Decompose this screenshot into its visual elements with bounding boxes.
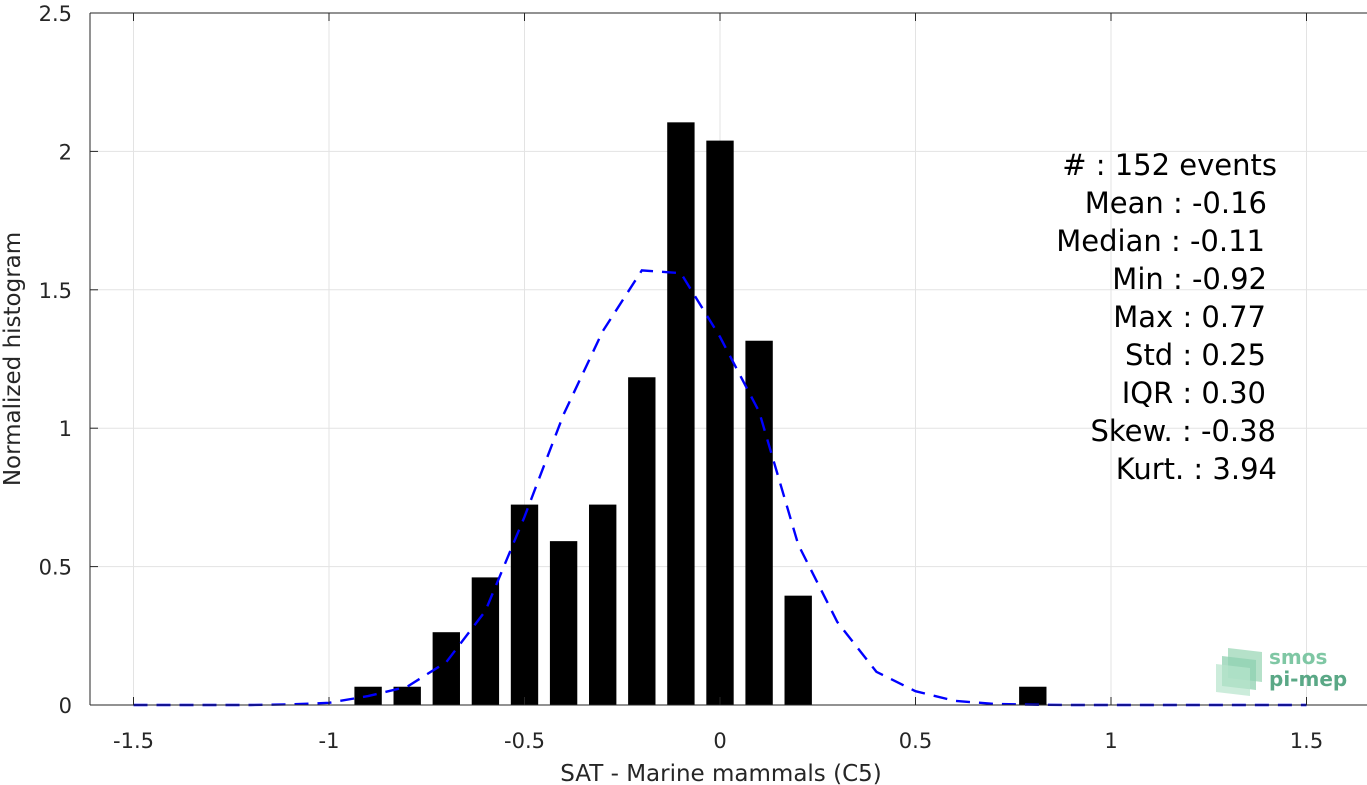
- histogram-bar: [628, 377, 656, 705]
- x-tick-label: 1: [1104, 729, 1117, 753]
- histogram-bar: [549, 541, 578, 705]
- stats-line: IQR : 0.30: [1122, 376, 1266, 410]
- logo-text-smos: smos: [1269, 645, 1327, 669]
- x-tick-label: 1.5: [1290, 729, 1323, 753]
- logo-text-pi-mep: pi-mep: [1269, 667, 1347, 691]
- y-axis-label: Normalized histogram: [0, 232, 26, 486]
- stats-line: Kurt. : 3.94: [1116, 452, 1277, 486]
- histogram-bar: [510, 504, 539, 705]
- histogram-bar: [589, 504, 617, 705]
- y-tick-label: 0.5: [39, 556, 72, 580]
- logo-layers-icon: [1216, 648, 1262, 696]
- histogram-bar: [393, 686, 421, 705]
- y-tick-label: 0: [59, 694, 72, 718]
- smos-pi-mep-logo: smos pi-mep: [1216, 645, 1347, 696]
- y-tick-label: 1: [59, 417, 72, 441]
- x-tick-label: -1: [319, 729, 340, 753]
- tick-marks: [90, 12, 1307, 706]
- x-tick-label: -0.5: [504, 729, 545, 753]
- x-tick-label: -1.5: [113, 729, 154, 753]
- histogram-bar: [471, 577, 500, 705]
- x-tick-label: 0: [713, 729, 726, 753]
- y-tick-label: 1.5: [39, 279, 72, 303]
- x-axis-label: SAT - Marine mammals (C5): [560, 761, 882, 785]
- histogram-bar: [667, 122, 695, 705]
- stats-line: Median : -0.11: [1056, 224, 1265, 258]
- y-tick-label: 2.5: [39, 2, 72, 26]
- histogram-bar: [1019, 686, 1047, 705]
- histogram-bar: [784, 595, 812, 705]
- stats-line: Min : -0.92: [1112, 262, 1267, 296]
- x-tick-label: 0.5: [899, 729, 932, 753]
- histogram-bar: [745, 340, 773, 705]
- stats-line: Std : 0.25: [1125, 338, 1266, 372]
- histogram-bar: [706, 140, 734, 705]
- y-tick-label: 2: [59, 140, 72, 164]
- stats-line: Skew. : -0.38: [1090, 414, 1276, 448]
- axes: [89, 12, 1367, 706]
- statistics-annotation: # : 152 events Mean : -0.16 Median : -0.11…: [1056, 148, 1277, 486]
- tick-labels: -1.5 -1 -0.5 0 0.5 1 1.5 0 0.5 1 1.5 2 2.5: [39, 2, 1324, 753]
- stats-line: Mean : -0.16: [1085, 186, 1267, 220]
- stats-line: # : 152 events: [1062, 148, 1277, 182]
- stats-line: Max : 0.77: [1113, 300, 1266, 334]
